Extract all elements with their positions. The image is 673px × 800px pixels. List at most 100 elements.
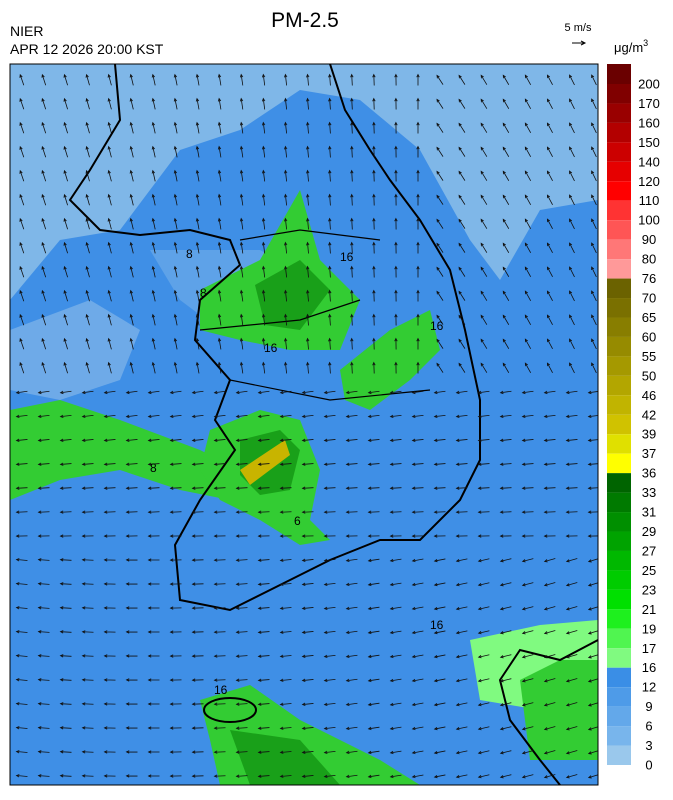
wind-arrow [394, 121, 398, 134]
wind-arrow [147, 414, 160, 419]
wind-arrow [301, 534, 314, 538]
colorbar-label: 120 [638, 174, 660, 189]
contour-label: 16 [340, 250, 354, 264]
wind-arrows [15, 73, 598, 779]
wind-arrow [15, 630, 28, 634]
wind-arrow [81, 726, 94, 730]
wind-arrow [41, 73, 47, 86]
wind-arrow [433, 774, 446, 779]
wind-arrow [15, 702, 28, 706]
wind-arrow [433, 558, 446, 563]
wind-arrow [524, 98, 532, 109]
wind-arrow [15, 510, 28, 514]
wind-arrow [543, 510, 556, 514]
wind-arrow [433, 582, 446, 587]
wind-arrow [284, 73, 288, 86]
wind-arrow [235, 558, 248, 562]
wind-arrow [195, 169, 200, 182]
green-area [255, 260, 330, 330]
wind-arrow [458, 98, 466, 109]
wind-arrow [416, 121, 420, 134]
wind-arrow [284, 169, 288, 182]
wind-arrow [103, 414, 116, 419]
wind-arrow [367, 654, 380, 659]
wind-arrow [125, 486, 138, 490]
wind-arrow [323, 774, 336, 779]
wind-arrow [284, 265, 288, 278]
colorbar-swatch [607, 181, 631, 201]
wind-arrow [477, 630, 490, 635]
wind-arrow [569, 98, 575, 110]
wind-arrow [191, 462, 204, 466]
wind-arrow [524, 74, 532, 85]
wind-arrow [261, 73, 266, 86]
wind-arrow [433, 630, 446, 635]
wind-arrow [502, 338, 510, 349]
wind-arrow [19, 265, 25, 278]
wind-arrow [394, 265, 398, 278]
wind-arrow [367, 678, 380, 683]
colorbar-label: 31 [642, 505, 656, 520]
wind-arrow [416, 265, 420, 278]
wind-arrow [458, 194, 466, 205]
wind-arrow [389, 654, 402, 659]
wind-arrow [411, 606, 424, 611]
contour-labels: 16 8 8 16 16 8 6 16 16 [150, 247, 444, 697]
wind-arrow [565, 462, 578, 466]
colorbar-label: 110 [639, 193, 660, 208]
wind-arrow [235, 510, 248, 514]
wind-arrow [284, 289, 288, 302]
wind-arrow [261, 217, 266, 230]
wind-arrow [569, 122, 575, 134]
colorbar-swatch [607, 278, 631, 299]
colorbar-label: 25 [642, 563, 656, 578]
wind-arrow [477, 726, 490, 731]
wind-arrow [433, 438, 446, 442]
wind-arrow [436, 170, 444, 181]
wind-arrow [173, 313, 178, 326]
wind-arrow [416, 337, 420, 350]
wind-arrow [394, 145, 398, 158]
colorbar-swatch [607, 628, 631, 649]
wind-arrow [151, 241, 156, 254]
wind-arrow [191, 534, 204, 538]
wind-arrow [436, 314, 444, 325]
wind-arrow [213, 414, 226, 419]
wind-arrow [455, 438, 468, 442]
wind-arrow [37, 774, 50, 778]
wind-arrow [261, 193, 266, 206]
wind-arrow [63, 289, 68, 302]
contour-label: 16 [430, 319, 444, 333]
wind-arrow [499, 630, 512, 635]
wind-arrow [411, 438, 424, 442]
wind-arrow [284, 145, 288, 158]
wind-arrow [19, 337, 25, 350]
wind-arrow [63, 73, 68, 86]
wind-arrow [257, 390, 270, 395]
wind-arrow [499, 438, 512, 442]
wind-arrow [217, 241, 222, 254]
wind-arrow [235, 630, 248, 634]
wind-arrow [257, 774, 270, 778]
wind-arrow [169, 774, 182, 778]
wind-arrow [257, 438, 270, 442]
wind-arrow [37, 414, 50, 419]
wind-arrow [195, 361, 200, 374]
wind-arrow [565, 414, 578, 419]
contour-label: 8 [200, 286, 207, 300]
wind-arrow [213, 726, 226, 730]
wind-arrow [279, 654, 292, 658]
wind-arrow [59, 390, 72, 395]
green-area [10, 400, 240, 500]
wind-arrow [125, 510, 138, 514]
wind-arrow [63, 265, 68, 278]
wind-arrow [129, 145, 134, 158]
wind-arrow [372, 337, 376, 350]
green-area [520, 660, 598, 760]
wind-arrow [81, 558, 94, 562]
wind-arrow [323, 750, 336, 755]
wind-arrow [394, 193, 398, 206]
wind-arrow [81, 534, 94, 538]
wind-arrow [217, 169, 222, 182]
wind-arrow [350, 337, 354, 350]
